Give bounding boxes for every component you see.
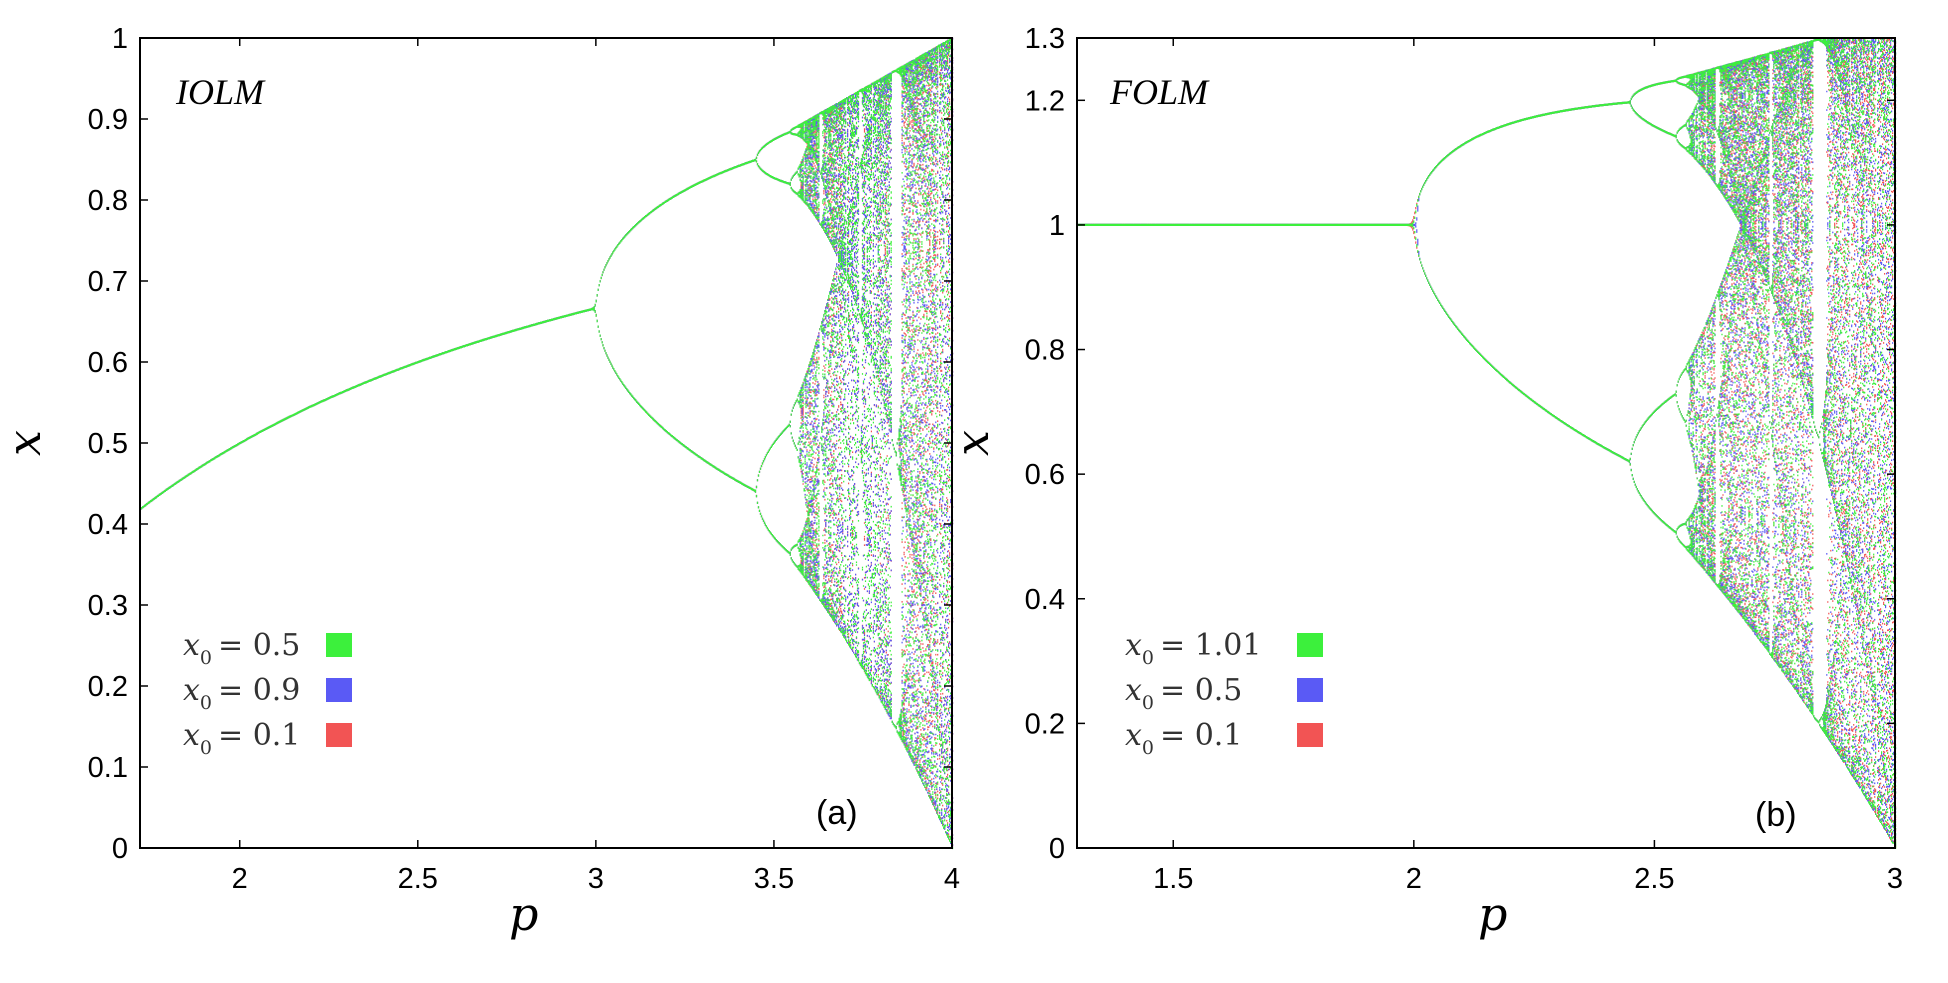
legend-swatch-a-2	[326, 678, 352, 702]
y-tick-label-b-5: 1	[1049, 210, 1065, 242]
legend-label-a-1: x0 = 0.5	[183, 628, 300, 669]
x-tick-label-b-0: 1.5	[1153, 863, 1193, 895]
y-tick-label-a-5: 0.5	[88, 428, 128, 460]
y-tick-label-a-0: 0	[112, 833, 128, 865]
y-tick-label-a-4: 0.4	[88, 509, 128, 541]
legend-swatch-a-1	[326, 633, 352, 657]
y-tick-label-b-6: 1.2	[1025, 85, 1065, 117]
y-tick-label-a-3: 0.3	[88, 590, 128, 622]
panel-label-a: (a)	[816, 794, 858, 832]
legend-swatch-b-3	[1297, 723, 1323, 747]
x-axis-label-b: p	[1478, 887, 1507, 941]
legend-label-b-2: x0 = 0.5	[1125, 673, 1242, 714]
y-tick-label-b-7: 1.3	[1025, 23, 1065, 55]
map-label-a: IOLM	[175, 72, 266, 112]
y-tick-label-a-7: 0.7	[88, 266, 128, 298]
y-tick-label-a-2: 0.2	[88, 671, 128, 703]
chart-panel-a: 2 2.5 3 3.5 4 00.10.20.30.40.50.60.70.80.91 …	[0, 23, 960, 941]
legend-swatch-b-1	[1297, 633, 1323, 657]
legend-a: x0 = 0.5x0 = 0.9x0 = 0.1	[183, 628, 352, 759]
panel-label-b: (b)	[1755, 796, 1797, 834]
y-tick-label-a-10: 1	[112, 23, 128, 55]
y-tick-label-a-6: 0.6	[88, 347, 128, 379]
legend-entry-a-3: x0 = 0.1	[183, 718, 352, 759]
x-tick-label-a-4: 4	[944, 863, 960, 895]
legend-entry-b-1: x0 = 1.01	[1125, 628, 1323, 669]
legend-label-b-3: x0 = 0.1	[1125, 718, 1242, 759]
x-tick-label-a-0: 2	[232, 863, 248, 895]
map-label-b: FOLM	[1109, 72, 1210, 112]
legend-entry-b-3: x0 = 0.1	[1125, 718, 1323, 759]
x-tick-label-b-2: 2.5	[1634, 863, 1674, 895]
x-tick-label-a-1: 2.5	[398, 863, 438, 895]
x-tick-label-a-2: 3	[588, 863, 604, 895]
legend-label-a-3: x0 = 0.1	[183, 718, 300, 759]
chart-panel-b: 1.5 2 2.5 3 0 0.2 0.4 0.6 0.8 1 1.2 1.3 FOLM (b) p…	[945, 23, 1903, 941]
legend-entry-b-2: x0 = 0.5	[1125, 673, 1323, 714]
legend-swatch-b-2	[1297, 678, 1323, 702]
y-tick-label-b-0: 0	[1049, 833, 1065, 865]
legend-label-a-2: x0 = 0.9	[183, 673, 300, 714]
y-tick-label-b-2: 0.4	[1025, 584, 1065, 616]
x-tick-label-b-3: 3	[1887, 863, 1903, 895]
legend-entry-a-1: x0 = 0.5	[183, 628, 352, 669]
y-tick-label-b-1: 0.2	[1025, 708, 1065, 740]
x-tick-label-a-3: 3.5	[754, 863, 794, 895]
y-axis-label-b: x	[945, 430, 999, 456]
x-ticks-a: 2 2.5 3 3.5 4	[232, 38, 960, 895]
y-tick-label-a-9: 0.9	[88, 104, 128, 136]
x-axis-label-a: p	[509, 887, 538, 941]
y-axis-label-a: x	[0, 430, 51, 456]
y-tick-label-a-1: 0.1	[88, 752, 128, 784]
y-tick-label-b-3: 0.6	[1025, 459, 1065, 491]
y-tick-label-b-4: 0.8	[1025, 335, 1065, 367]
x-tick-label-b-1: 2	[1406, 863, 1422, 895]
legend-entry-a-2: x0 = 0.9	[183, 673, 352, 714]
legend-swatch-a-3	[326, 723, 352, 747]
y-tick-label-a-8: 0.8	[88, 185, 128, 217]
legend-label-b-1: x0 = 1.01	[1125, 628, 1262, 669]
